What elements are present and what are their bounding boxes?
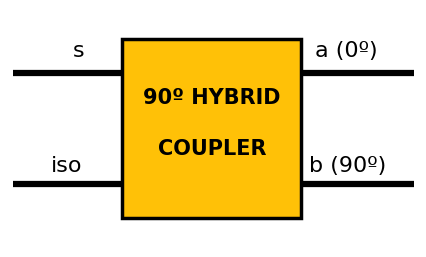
Text: a (0º): a (0º) (314, 41, 376, 61)
Text: COUPLER: COUPLER (158, 139, 266, 159)
Text: 90º HYBRID: 90º HYBRID (143, 88, 280, 108)
FancyBboxPatch shape (121, 39, 300, 218)
Text: b (90º): b (90º) (309, 156, 386, 176)
Text: iso: iso (50, 156, 82, 176)
Text: s: s (73, 41, 85, 61)
